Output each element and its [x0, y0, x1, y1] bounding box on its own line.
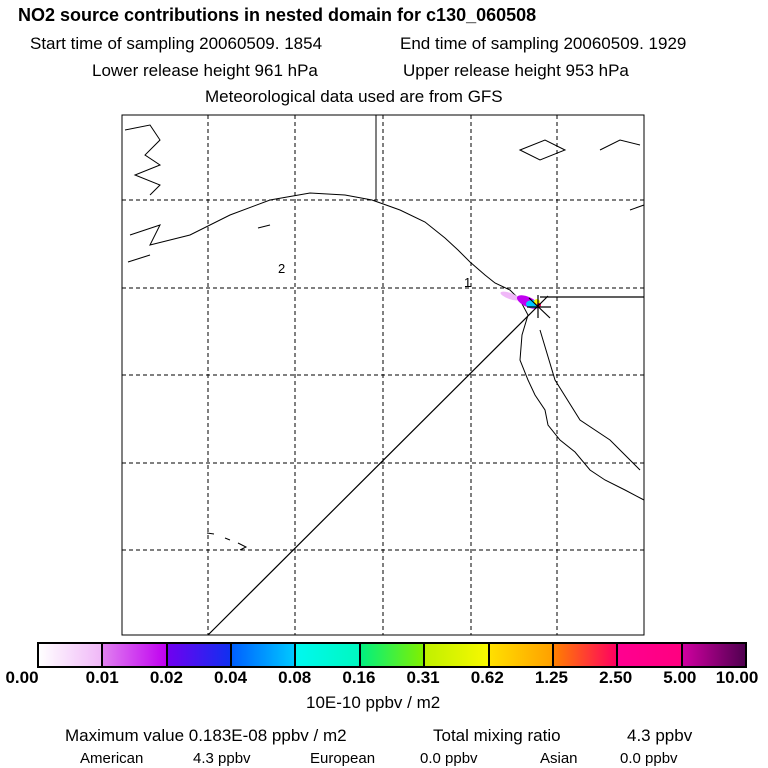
european-value: 0.0 ppbv: [420, 750, 478, 767]
graticule: [122, 115, 644, 635]
colorbar-segment: [680, 644, 745, 666]
colorbar-tick-label: 0.31: [406, 668, 440, 687]
colorbar-segment: [616, 644, 681, 666]
plot-title: NO2 source contributions in nested domai…: [18, 5, 537, 25]
map-label-2: 2: [278, 261, 285, 276]
colorbar-segment: [551, 644, 617, 666]
american-value: 4.3 ppbv: [193, 750, 251, 767]
colorbar-segment: [39, 644, 102, 666]
colorbar: [37, 642, 747, 668]
colorbar-tick-label: 1.25: [534, 668, 568, 687]
total-mixing-label: Total mixing ratio: [433, 726, 561, 745]
colorbar-tick-label: 0.62: [470, 668, 504, 687]
total-mixing-value: 4.3 ppbv: [627, 726, 693, 745]
colorbar-tick-label: 5.00: [663, 668, 697, 687]
colorbar-tick-label: 10.00: [715, 668, 759, 687]
colorbar-segment: [358, 644, 424, 666]
colorbar-tick-label: 0.04: [213, 668, 248, 687]
colorbar-segment: [101, 644, 166, 666]
colorbar-segment: [487, 644, 552, 666]
colorbar-tick-label: 0.08: [278, 668, 312, 687]
met-data-source: Meteorological data used are from GFS: [205, 87, 503, 106]
map-label-1: 1: [464, 275, 471, 290]
asian-label: Asian: [540, 750, 578, 767]
start-time: Start time of sampling 20060509. 1854: [30, 34, 323, 53]
colorbar-tick-label: 0.00: [5, 668, 39, 687]
colorbar-tick-label: 0.01: [85, 668, 119, 687]
colorbar-tick-label: 0.16: [342, 668, 376, 687]
colorbar-segment: [423, 644, 488, 666]
source-plume: [500, 291, 541, 309]
colorbar-tick-label: 2.50: [599, 668, 633, 687]
colorbar-segment: [294, 644, 359, 666]
colorbar-tick-label: 0.02: [149, 668, 183, 687]
flight-track: [207, 295, 644, 636]
colorbar-segment: [165, 644, 231, 666]
colorbar-segment: [230, 644, 295, 666]
end-time: End time of sampling 20060509. 1929: [400, 34, 687, 53]
european-label: European: [310, 750, 376, 767]
lower-release-height: Lower release height 961 hPa: [92, 61, 318, 80]
coastlines: [124, 115, 645, 551]
colorbar-unit: 10E-10 ppbv / m2: [306, 693, 441, 712]
american-label: American: [80, 750, 144, 767]
upper-release-height: Upper release height 953 hPa: [403, 61, 629, 80]
max-value: Maximum value 0.183E-08 ppbv / m2: [65, 726, 347, 745]
asian-value: 0.0 ppbv: [620, 750, 678, 767]
